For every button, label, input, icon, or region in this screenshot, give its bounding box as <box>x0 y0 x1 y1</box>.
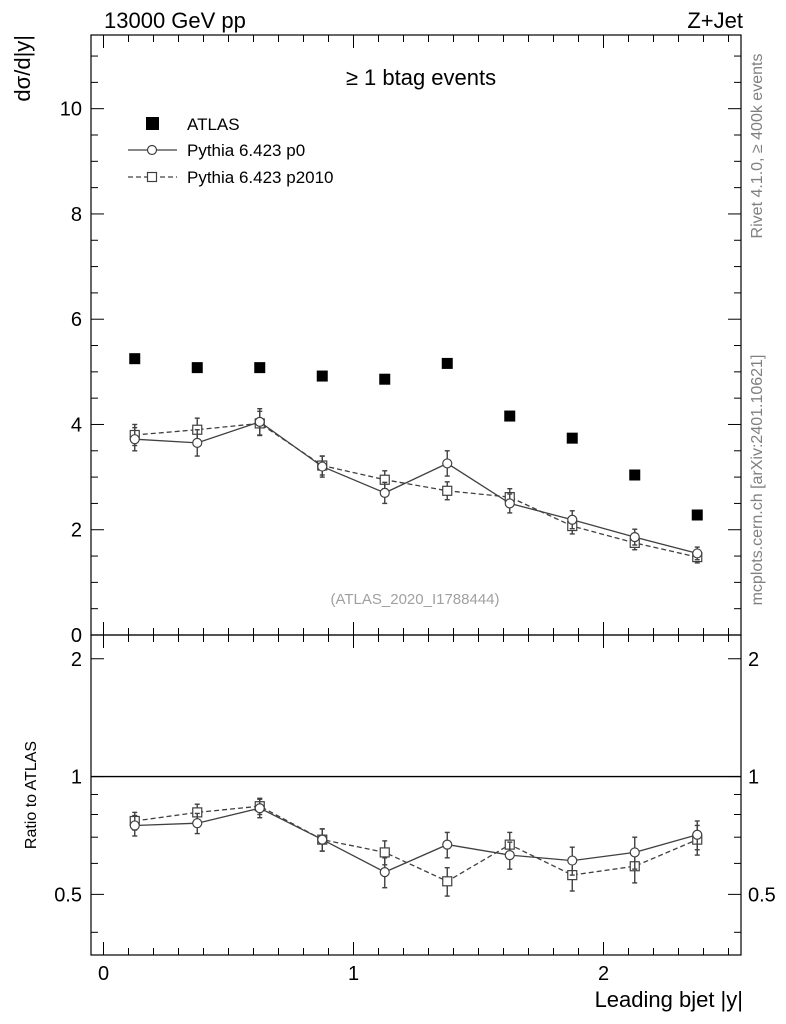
plot-title: ≥ 1 btag events <box>346 65 496 90</box>
legend-p2010-marker <box>146 171 158 183</box>
ratio-p0-point <box>379 867 390 878</box>
ratio-y-tick-label: 0.5 <box>54 884 82 906</box>
x-tick-label: 0 <box>98 963 109 985</box>
ratio-axis-ticks <box>91 635 741 955</box>
x-tick-label: 2 <box>598 963 609 985</box>
ratio-p0-point <box>442 839 453 850</box>
main-p0-line <box>134 421 698 555</box>
main-p0-point <box>129 434 140 445</box>
main-p0-point <box>442 458 453 469</box>
collision-energy-label: 13000 GeV pp <box>104 8 246 33</box>
main-p0-point <box>567 514 578 525</box>
ratio-p0-point <box>504 849 515 861</box>
ratio-panel-frame <box>90 634 742 956</box>
rivet-version-label: Rivet 4.1.0, ≥ 400k events <box>749 54 766 239</box>
legend-atlas-label: ATLAS <box>187 115 240 134</box>
atlas-data-point <box>566 432 578 444</box>
atlas-data-point <box>254 362 266 374</box>
mcplots-reference-label: mcplots.cern.ch [arXiv:2401.10621] <box>749 355 766 606</box>
main-y-tick-label: 10 <box>60 99 82 121</box>
process-label: Z+Jet <box>687 8 743 33</box>
main-y-tick-label: 0 <box>71 625 82 647</box>
legend-p0-marker <box>146 144 158 156</box>
atlas-data-point <box>129 353 141 365</box>
main-p0-point <box>192 437 203 448</box>
main-p0-point <box>629 532 640 543</box>
atlas-data-point <box>691 509 703 521</box>
main-p2010-point <box>442 485 453 496</box>
main-y-tick-label: 6 <box>71 309 82 331</box>
main-p0-point <box>317 461 328 472</box>
analysis-watermark: (ATLAS_2020_I1788444) <box>330 591 499 608</box>
ratio-y-tick-label-right: 1 <box>748 767 759 789</box>
main-p2010-line <box>134 422 698 558</box>
main-y-tick-label: 2 <box>71 520 82 542</box>
legend: ATLAS Pythia 6.423 p0 Pythia 6.423 p2010 <box>128 115 334 187</box>
legend-atlas-marker <box>146 117 159 130</box>
main-y-axis-label: dσ/d|y| <box>10 35 35 102</box>
ratio-y-tick-label-right: 0.5 <box>748 884 776 906</box>
x-tick-label: 1 <box>348 963 359 985</box>
main-y-tick-label: 8 <box>71 204 82 226</box>
main-y-tick-label: 4 <box>71 414 82 436</box>
ratio-y-axis-label: Ratio to ATLAS <box>23 741 40 849</box>
ratio-y-tick-label-right: 2 <box>748 649 759 671</box>
ratio-p0-line <box>134 807 698 873</box>
main-data-marks <box>129 353 703 564</box>
ratio-p0-point <box>317 834 328 845</box>
ratio-y-tick-label: 2 <box>71 649 82 671</box>
ratio-y-tick-label: 1 <box>71 767 82 789</box>
main-p0-point <box>504 498 515 509</box>
atlas-data-point <box>191 362 203 374</box>
main-axis-ticks <box>91 35 741 636</box>
atlas-data-point <box>379 373 391 385</box>
ratio-panel: 0.5 0.5 1 1 2 2 Ratio to ATLAS <box>23 634 776 956</box>
main-p0-point <box>692 548 703 559</box>
ratio-data-marks <box>129 797 703 897</box>
atlas-data-point <box>504 410 516 422</box>
ratio-y-tick-labels: 0.5 0.5 1 1 2 2 <box>54 649 776 907</box>
ratio-p2010-point <box>442 876 453 887</box>
ratio-p0-point <box>567 855 578 866</box>
main-panel: 0 2 4 6 8 10 dσ/d|y| ≥ 1 btag events (ATLAS_2… <box>10 34 742 647</box>
ratio-p0-point <box>192 818 203 829</box>
ratio-p0-point <box>629 847 640 858</box>
x-tick-labels: 0 1 2 <box>98 963 609 985</box>
main-p0-point <box>254 416 265 427</box>
atlas-data-point <box>629 469 641 481</box>
ratio-p2010-point <box>379 847 390 858</box>
main-y-tick-labels: 0 2 4 6 8 10 <box>60 99 82 647</box>
ratio-p0-point <box>254 803 265 814</box>
main-p0-point <box>379 487 390 498</box>
atlas-data-point <box>316 370 328 382</box>
x-axis-label: Leading bjet |y| <box>595 987 743 1012</box>
ratio-p0-point <box>692 829 703 840</box>
atlas-data-point <box>441 357 453 369</box>
legend-p0-label: Pythia 6.423 p0 <box>187 141 305 160</box>
legend-p2010-label: Pythia 6.423 p2010 <box>187 168 334 187</box>
ratio-p0-point <box>129 820 140 831</box>
